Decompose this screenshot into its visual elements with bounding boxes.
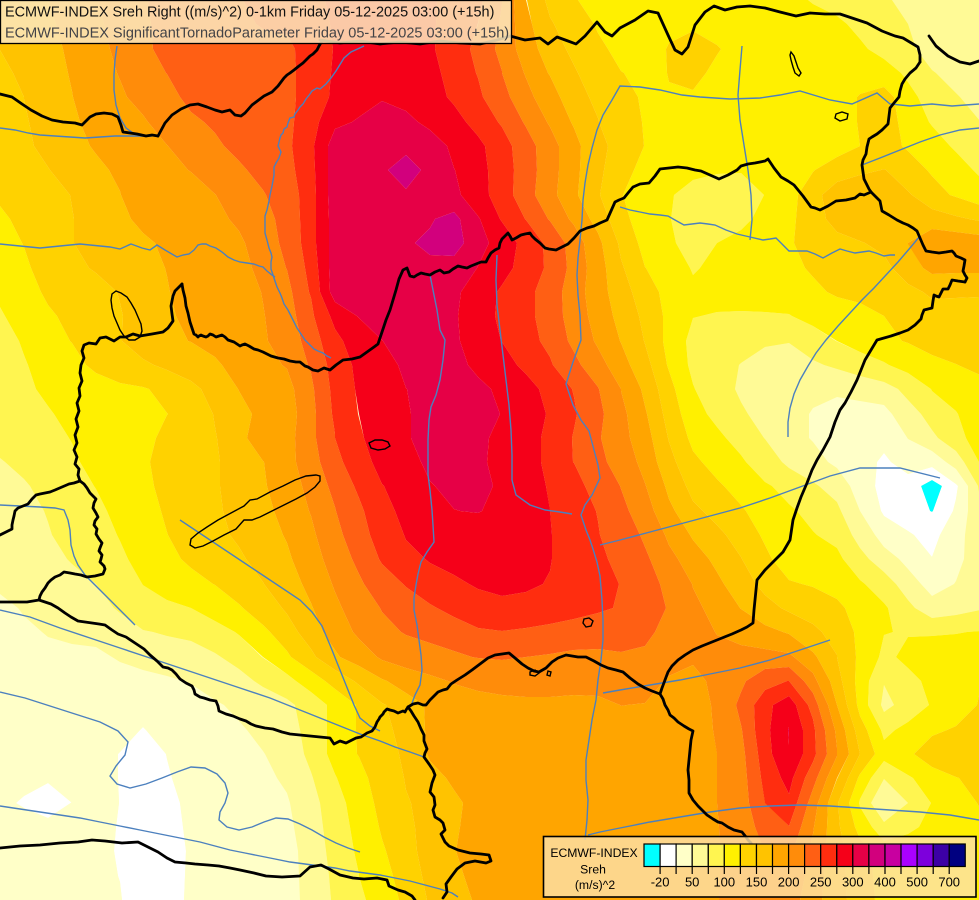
- svg-text:250: 250: [810, 875, 832, 890]
- svg-text:400: 400: [874, 875, 896, 890]
- svg-text:ECMWF-INDEX Sreh Right ((m/s)^: ECMWF-INDEX Sreh Right ((m/s)^2) 0-1km F…: [5, 5, 494, 21]
- svg-text:700: 700: [938, 875, 960, 890]
- svg-text:100: 100: [713, 875, 735, 890]
- svg-text:ECMWF-INDEX SignificantTornado: ECMWF-INDEX SignificantTornadoParameter …: [5, 26, 509, 42]
- svg-text:50: 50: [685, 875, 699, 890]
- svg-text:-20: -20: [651, 875, 670, 890]
- svg-text:Sreh: Sreh: [580, 863, 606, 877]
- svg-text:150: 150: [746, 875, 768, 890]
- svg-text:ECMWF-INDEX: ECMWF-INDEX: [550, 846, 637, 860]
- svg-text:200: 200: [778, 875, 800, 890]
- svg-text:500: 500: [906, 875, 928, 890]
- svg-text:(m/s)^2: (m/s)^2: [575, 878, 615, 892]
- svg-text:300: 300: [842, 875, 864, 890]
